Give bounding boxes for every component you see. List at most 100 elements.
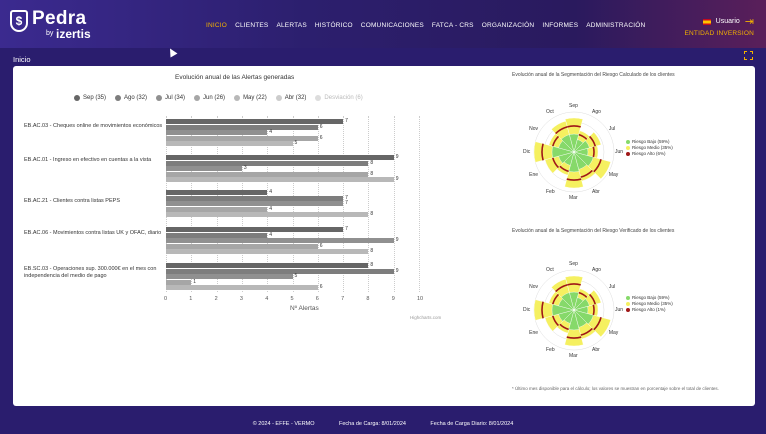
app-header: $ Pedra by izertis INICIO CLIENTES ALERTAS… <box>0 0 766 48</box>
radar-legend-item[interactable]: Riesgo Alto (1%) <box>626 307 666 312</box>
bar[interactable] <box>166 243 318 249</box>
nav-item-hist-rico[interactable]: HISTÓRICO <box>314 22 353 29</box>
bar[interactable] <box>166 268 394 274</box>
radar-month-label: Ago <box>592 267 601 274</box>
bar[interactable] <box>166 285 318 291</box>
radar-high-risk-arc <box>541 301 544 319</box>
dashboard-panel <box>13 66 755 406</box>
bar[interactable] <box>166 119 344 124</box>
bar-chart-xlabel: Nº Alertas <box>290 305 319 312</box>
legend-item[interactable]: May (22) <box>234 95 267 101</box>
radar-wedge[interactable] <box>573 298 590 311</box>
grid-line <box>393 116 395 292</box>
radar-legend-item[interactable]: Riesgo Medio (35%) <box>626 145 673 150</box>
legend-item[interactable]: Jul (34) <box>156 95 185 101</box>
fullscreen-icon[interactable] <box>744 51 753 60</box>
nav-item-alertas[interactable]: ALERTAS <box>276 22 307 29</box>
radar-wedge[interactable] <box>573 140 590 153</box>
bar[interactable] <box>166 166 242 172</box>
bar[interactable] <box>166 124 318 130</box>
radar-wedge[interactable] <box>560 292 575 311</box>
bar[interactable] <box>166 130 268 136</box>
radar-wedge[interactable] <box>551 146 575 158</box>
bar[interactable] <box>166 238 394 244</box>
app-footer: © 2024 - EFFE - VERMO Fecha de Carga: 8/… <box>0 412 766 430</box>
radar-month-label: May <box>608 330 619 336</box>
x-tick-label: 4 <box>265 296 269 302</box>
breadcrumb: Inicio <box>13 55 31 64</box>
radar-wedge[interactable] <box>568 309 580 331</box>
radar-legend-label: Riesgo Bajo (59%) <box>632 139 670 144</box>
bar[interactable] <box>166 190 268 195</box>
user-name[interactable]: Usuario <box>715 18 740 25</box>
radar-wedge[interactable] <box>560 134 575 153</box>
x-tick-label: 9 <box>391 296 395 302</box>
radar-legend-item[interactable]: Riesgo Bajo (59%) <box>626 295 670 300</box>
nav-item-inicio[interactable]: INICIO <box>206 22 228 29</box>
bar[interactable] <box>166 141 293 147</box>
legend-item[interactable]: Desviación (6) <box>315 95 363 101</box>
bar[interactable] <box>166 212 369 218</box>
bar[interactable] <box>166 155 394 160</box>
radar-wedge[interactable] <box>551 304 575 316</box>
entity-name[interactable]: ENTIDAD INVERSION <box>684 30 754 37</box>
legend-item[interactable]: Jun (26) <box>194 95 225 101</box>
radar-legend-item[interactable]: Riesgo Alto (6%) <box>626 151 666 156</box>
spain-flag-icon[interactable] <box>702 18 711 25</box>
bar[interactable] <box>166 279 192 285</box>
radar-high-risk-arc <box>555 126 568 135</box>
bar[interactable] <box>166 160 369 166</box>
radar-legend-item[interactable]: Riesgo Medio (35%) <box>626 301 673 306</box>
radar-wedge[interactable] <box>568 151 580 173</box>
legend-item[interactable]: Abr (32) <box>275 95 306 101</box>
bar[interactable] <box>166 249 369 255</box>
bar-value-label: 9 <box>395 267 399 274</box>
nav-item-administraci-n[interactable]: ADMINISTRACIÓN <box>586 22 646 29</box>
bar-value-label: 7 <box>345 200 348 207</box>
radar-month-label: Jul <box>608 284 616 290</box>
radar-month-label: May <box>608 172 619 178</box>
category-label: EB.AC.06 - Movimientos contra listas UK … <box>24 230 162 236</box>
category-label: EB.AC.01 - Ingreso en efectivo en cuenta… <box>24 157 152 163</box>
radar-month-label: Ene <box>529 172 539 178</box>
legend-label: Sep (35) <box>83 95 107 101</box>
highcharts-credit[interactable]: Highcharts.com <box>410 315 442 320</box>
radar-month-label: Sep <box>569 261 578 267</box>
radar-wedge[interactable] <box>573 309 594 325</box>
pedra-logo[interactable]: $ Pedra by izertis <box>10 8 110 44</box>
x-tick-label: 10 <box>417 296 424 302</box>
legend-item[interactable]: Sep (35) <box>74 95 106 101</box>
radar-legend-label: Riesgo Bajo (59%) <box>632 295 670 300</box>
grid-line <box>343 116 345 292</box>
bar[interactable] <box>166 135 318 141</box>
nav-item-informes[interactable]: INFORMES <box>542 22 579 29</box>
bar-value-label: 6 <box>319 134 323 141</box>
category-label: EB.SC.03 - Operaciones sup. 300.000€ en … <box>24 266 157 279</box>
nav-item-fatca-crs[interactable]: FATCA - CRS <box>431 22 474 29</box>
nav-item-clientes[interactable]: CLIENTES <box>235 22 269 29</box>
bar-value-label: 7 <box>345 226 348 232</box>
radar-high-risk-arc <box>567 125 581 128</box>
radar-month-label: Abr <box>592 188 600 195</box>
legend-label: May (22) <box>243 95 267 101</box>
radar-legend-item[interactable]: Riesgo Bajo (59%) <box>626 139 670 144</box>
radar-wedge[interactable] <box>573 151 594 167</box>
bar[interactable] <box>166 274 293 280</box>
nav-item-comunicaciones[interactable]: COMUNICACIONES <box>360 22 424 29</box>
radar-month-label: Feb <box>546 346 555 353</box>
bar[interactable] <box>166 227 344 232</box>
legend-item[interactable]: Ago (32) <box>115 95 147 101</box>
bar[interactable] <box>166 171 369 177</box>
bar[interactable] <box>166 201 344 207</box>
nav-item-organizaci-n[interactable]: ORGANIZACIÓN <box>481 22 535 29</box>
bar[interactable] <box>166 263 369 268</box>
radar-month-label: Oct <box>546 267 554 274</box>
bar[interactable] <box>166 177 394 183</box>
logout-icon[interactable]: ⇥ <box>744 16 754 28</box>
bar[interactable] <box>166 206 268 212</box>
legend-label: Ago (32) <box>124 95 148 101</box>
radar1-title: Evolución anual de la Segmentación del R… <box>512 72 675 78</box>
bar[interactable] <box>166 195 344 201</box>
bar[interactable] <box>166 232 268 238</box>
